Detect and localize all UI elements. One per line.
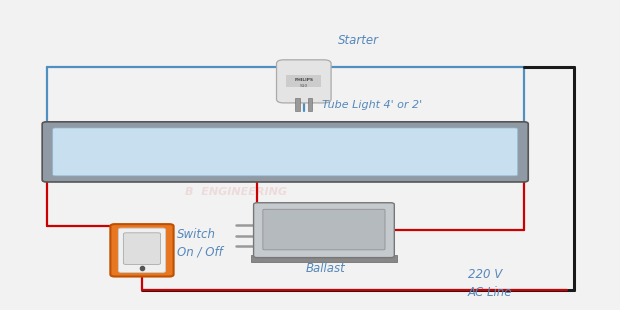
- Text: Switch
On / Off: Switch On / Off: [177, 228, 223, 259]
- Bar: [308, 98, 312, 111]
- FancyBboxPatch shape: [254, 203, 394, 258]
- FancyBboxPatch shape: [263, 209, 385, 250]
- FancyBboxPatch shape: [277, 60, 331, 103]
- Text: B  ENGINEERING: B ENGINEERING: [185, 187, 286, 197]
- Bar: [295, 98, 300, 111]
- Bar: [286, 75, 321, 87]
- FancyBboxPatch shape: [118, 228, 166, 272]
- Text: S10: S10: [299, 84, 308, 88]
- Text: Ballast: Ballast: [306, 262, 345, 275]
- Bar: [251, 255, 397, 262]
- Text: Tube Light 4' or 2': Tube Light 4' or 2': [322, 100, 422, 110]
- FancyBboxPatch shape: [110, 224, 174, 277]
- FancyBboxPatch shape: [42, 122, 528, 182]
- Text: 220 V
AC Line: 220 V AC Line: [468, 268, 513, 299]
- Text: PHILIPS: PHILIPS: [294, 78, 313, 82]
- FancyBboxPatch shape: [123, 233, 161, 264]
- FancyBboxPatch shape: [53, 128, 518, 176]
- Text: Starter: Starter: [338, 34, 379, 47]
